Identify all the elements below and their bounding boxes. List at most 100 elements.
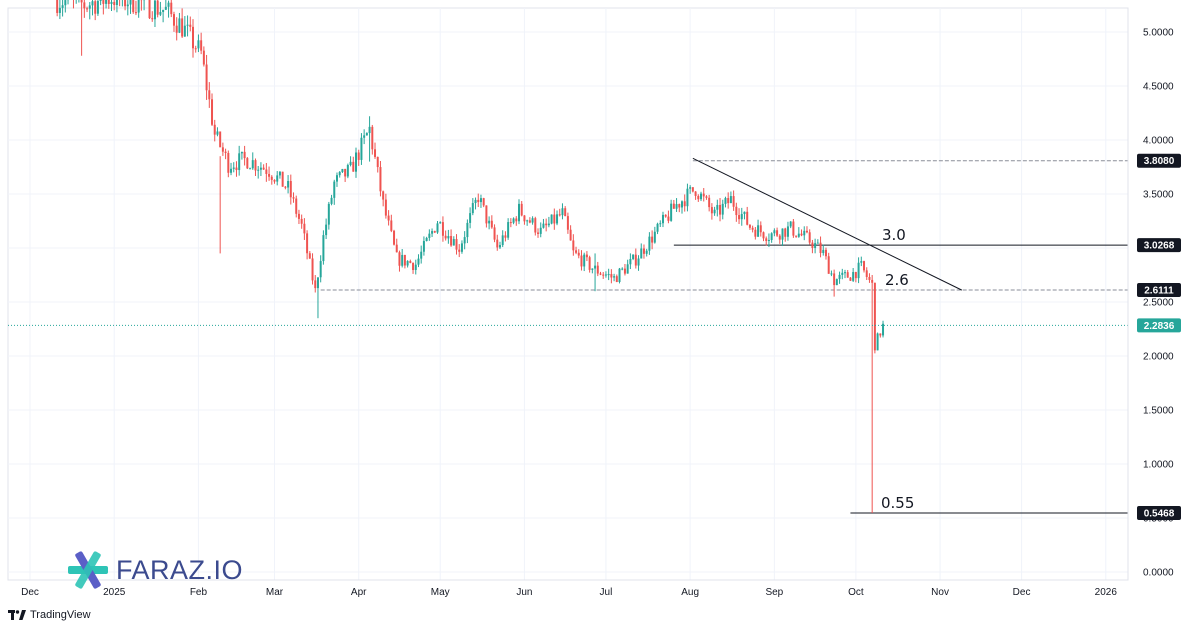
candle: [719, 198, 722, 222]
candle: [876, 332, 879, 351]
candle: [724, 196, 727, 208]
candle: [311, 253, 314, 285]
candle-body: [219, 131, 222, 148]
candle: [735, 202, 738, 222]
x-axis: Dec 2025 Feb Mar Apr May Jun Jul Aug Sep Oct Nov Dec…: [8, 579, 1128, 598]
candle: [781, 228, 784, 247]
candle-body: [314, 280, 317, 289]
candle-body: [395, 244, 398, 253]
candle-body: [335, 175, 338, 182]
candle: [594, 253, 597, 292]
candle-body: [675, 204, 678, 209]
candle: [208, 82, 211, 108]
candle-body: [162, 9, 165, 12]
candle: [569, 225, 572, 241]
candle: [518, 199, 520, 225]
candle: [140, 0, 143, 11]
candle: [153, 0, 156, 28]
candle-body: [417, 258, 420, 265]
level-tag: 3.8080: [1137, 153, 1181, 168]
candle-body: [355, 152, 357, 172]
candle: [792, 218, 795, 238]
level-tag-bg: [1137, 505, 1181, 520]
candle: [455, 234, 458, 255]
faraz-star-icon: [68, 551, 108, 589]
candle-body: [205, 64, 208, 91]
candle: [194, 45, 197, 53]
candle: [721, 199, 724, 220]
level-tag-label: 0.5468: [1144, 508, 1175, 519]
candle-body: [387, 215, 390, 221]
candle: [181, 8, 184, 38]
candle: [363, 129, 366, 145]
candle-body: [202, 50, 205, 65]
candle-body: [702, 193, 705, 197]
candle-body: [835, 279, 838, 286]
candle-body: [716, 204, 719, 210]
candle: [268, 166, 271, 181]
candle-body: [436, 223, 439, 233]
level-tag: 0.5468: [1137, 505, 1181, 520]
candle-body: [727, 198, 730, 204]
candle: [547, 216, 550, 228]
candle-body: [678, 204, 681, 208]
candle: [868, 273, 871, 283]
candle-body: [863, 261, 866, 271]
candle: [653, 226, 656, 244]
candle-body: [746, 211, 749, 225]
candle-body: [773, 230, 776, 234]
tradingview-attribution[interactable]: TradingView: [8, 609, 91, 621]
candle-body: [640, 248, 643, 259]
candle: [115, 0, 118, 13]
candle: [607, 268, 610, 281]
candle-body: [545, 223, 548, 226]
candle: [580, 250, 583, 271]
candle: [314, 275, 317, 293]
candle-body: [254, 160, 257, 171]
candle-body: [384, 199, 387, 216]
candle: [740, 207, 743, 226]
candle: [83, 0, 86, 18]
candle-body: [697, 195, 700, 200]
candle: [504, 231, 507, 242]
candle-body: [795, 235, 798, 237]
candle: [246, 156, 249, 170]
candle: [316, 277, 319, 319]
candle: [770, 232, 773, 243]
candle-body: [477, 199, 480, 203]
candle: [463, 231, 466, 250]
candle: [661, 211, 664, 228]
candle: [102, 0, 105, 15]
y-tick-label: 1.0000: [1143, 460, 1174, 471]
candle: [428, 229, 431, 241]
candle-body: [816, 242, 819, 244]
horizontal-levels[interactable]: [320, 160, 1128, 514]
candle-body: [767, 239, 770, 241]
candle-body: [770, 233, 773, 240]
candle-body: [507, 222, 510, 238]
candle: [678, 203, 681, 213]
candle-body: [580, 255, 583, 267]
candle: [330, 194, 333, 206]
candle: [708, 194, 711, 212]
candle: [211, 93, 214, 126]
candle-body: [577, 252, 580, 256]
candle-body: [170, 2, 173, 15]
candle-body: [102, 0, 105, 4]
candle-body: [781, 228, 784, 240]
candle-body: [175, 25, 178, 33]
candle-body: [268, 173, 271, 177]
descending-trendline[interactable]: [692, 157, 963, 291]
candle: [746, 206, 749, 226]
candle: [412, 262, 415, 274]
candle: [681, 200, 683, 214]
candle-body: [814, 243, 817, 248]
candle-body: [588, 257, 591, 270]
candle-body: [433, 231, 436, 233]
candle: [824, 247, 827, 260]
candle-body: [297, 213, 300, 219]
candle: [507, 218, 510, 240]
candle: [615, 274, 618, 283]
candle-body: [287, 181, 290, 188]
